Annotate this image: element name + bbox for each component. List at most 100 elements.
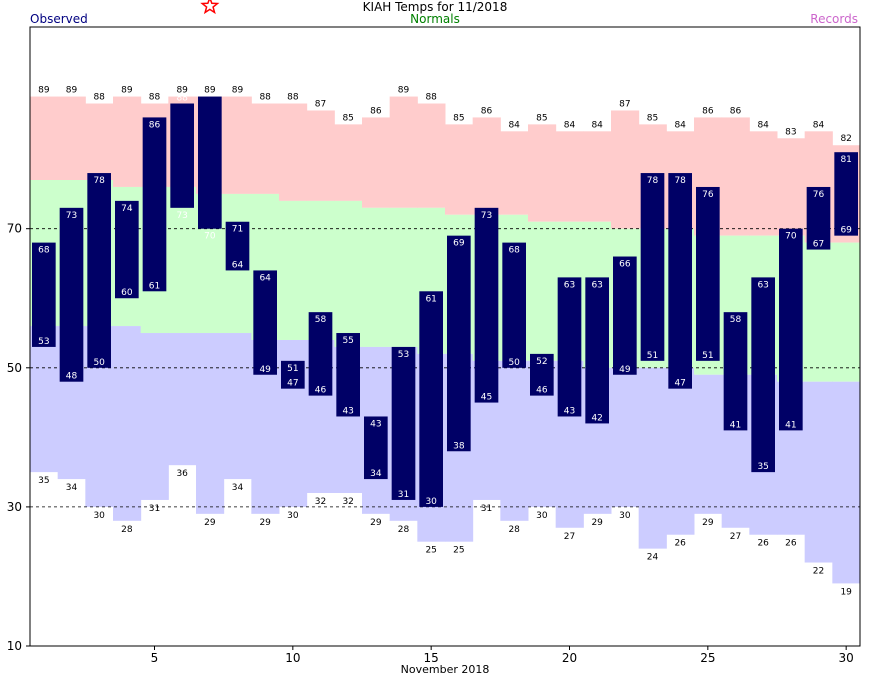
record-low-band — [805, 382, 833, 563]
normal-band — [832, 243, 860, 382]
record-low-label: 19 — [840, 587, 852, 597]
record-high-label: 86 — [370, 106, 382, 116]
observed-bar — [641, 173, 665, 361]
record-high-band — [500, 131, 528, 214]
observed-low-label: 38 — [453, 441, 465, 451]
record-low-label: 26 — [674, 539, 686, 549]
record-high-band — [777, 138, 805, 235]
observed-low-label: 41 — [785, 420, 796, 430]
observed-low-label: 35 — [757, 462, 768, 472]
record-low-label: 31 — [149, 504, 160, 514]
observed-bar — [751, 277, 775, 472]
observed-bar — [198, 97, 222, 229]
record-high-label: 88 — [259, 93, 271, 103]
normal-band — [168, 187, 196, 333]
record-low-label: 29 — [370, 518, 382, 528]
record-low-band — [666, 368, 694, 535]
observed-low-label: 46 — [536, 386, 548, 396]
observed-bar — [392, 347, 416, 500]
y-tick-label: 10 — [7, 639, 22, 653]
record-high-label: 84 — [757, 120, 769, 130]
observed-bar — [724, 312, 748, 430]
y-tick-label: 30 — [7, 500, 22, 514]
x-tick-label: 5 — [151, 651, 159, 665]
record-low-label: 27 — [564, 532, 575, 542]
observed-bar — [170, 104, 194, 208]
record-low-label: 34 — [232, 483, 244, 493]
observed-high-label: 43 — [370, 419, 381, 429]
record-low-band — [639, 368, 667, 549]
observed-low-label: 50 — [93, 358, 105, 368]
record-high-band — [224, 97, 252, 194]
observed-high-label: 55 — [342, 336, 353, 346]
record-high-label: 86 — [730, 106, 742, 116]
record-high-band — [722, 117, 750, 235]
observed-high-label: 69 — [453, 239, 465, 249]
record-high-band — [583, 131, 611, 221]
record-star-icon — [202, 0, 217, 12]
observed-high-label: 66 — [619, 260, 631, 270]
observed-high-label: 68 — [508, 246, 520, 256]
observed-high-label: 70 — [204, 232, 216, 242]
normal-band — [279, 201, 307, 340]
observed-low-label: 47 — [287, 379, 298, 389]
observed-high-label: 81 — [840, 155, 851, 165]
record-low-label: 22 — [813, 567, 824, 577]
observed-bar — [558, 277, 582, 416]
record-low-label: 32 — [315, 497, 326, 507]
observed-high-label: 68 — [38, 246, 50, 256]
observed-low-label: 53 — [38, 337, 49, 347]
x-axis-label: November 2018 — [401, 663, 490, 676]
observed-low-label: 48 — [66, 372, 78, 382]
x-tick-label: 20 — [562, 651, 577, 665]
observed-high-label: 64 — [259, 273, 271, 283]
record-low-label: 25 — [453, 546, 464, 556]
record-high-label: 88 — [287, 93, 299, 103]
record-low-label: 29 — [259, 518, 271, 528]
observed-bar — [419, 291, 443, 507]
record-high-label: 84 — [564, 120, 576, 130]
record-high-band — [611, 110, 639, 228]
observed-low-label: 43 — [342, 406, 353, 416]
observed-bar — [60, 208, 84, 382]
record-low-label: 31 — [481, 504, 492, 514]
record-low-label: 28 — [121, 525, 133, 535]
record-high-label: 84 — [508, 120, 520, 130]
record-high-band — [473, 117, 501, 214]
record-low-label: 29 — [204, 518, 216, 528]
record-high-label: 85 — [536, 113, 547, 123]
record-high-label: 88 — [425, 93, 437, 103]
observed-high-label: 70 — [785, 232, 797, 242]
record-high-label: 88 — [149, 93, 161, 103]
observed-bar — [447, 236, 471, 452]
record-low-label: 30 — [536, 511, 548, 521]
record-high-band — [58, 97, 86, 180]
observed-low-label: 49 — [619, 365, 631, 375]
observed-high-label: 74 — [121, 204, 133, 214]
record-high-label: 87 — [315, 99, 326, 109]
observed-high-label: 63 — [757, 280, 768, 290]
record-low-label: 29 — [702, 518, 714, 528]
record-low-label: 30 — [93, 511, 105, 521]
observed-bar — [115, 201, 139, 298]
record-high-band — [556, 131, 584, 221]
observed-high-label: 52 — [536, 357, 547, 367]
observed-bar — [696, 187, 720, 361]
observed-low-label: 49 — [259, 365, 271, 375]
record-low-label: 26 — [785, 539, 797, 549]
observed-low-label: 41 — [730, 420, 741, 430]
record-high-label: 89 — [66, 86, 78, 96]
record-high-band — [307, 110, 335, 200]
y-tick-label: 70 — [7, 222, 22, 236]
observed-low-label: 45 — [481, 393, 492, 403]
record-high-label: 89 — [398, 86, 410, 96]
record-high-band — [279, 104, 307, 201]
record-high-band — [30, 97, 58, 180]
record-low-label: 30 — [287, 511, 299, 521]
observed-high-label: 61 — [425, 294, 436, 304]
observed-high-label: 78 — [93, 176, 105, 186]
observed-high-label: 78 — [647, 176, 659, 186]
record-high-band — [362, 117, 390, 207]
observed-bar — [32, 243, 56, 347]
